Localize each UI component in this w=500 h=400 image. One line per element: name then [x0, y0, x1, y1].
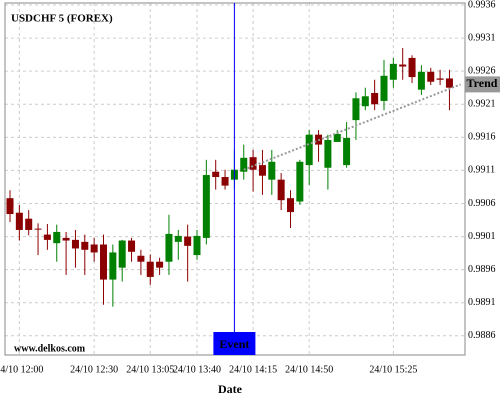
candle-body [34, 228, 42, 230]
y-tick-label: 0.9911 [468, 165, 495, 176]
candle-body [109, 252, 117, 280]
candle-body [156, 261, 164, 268]
y-tick-label: 0.9896 [468, 264, 496, 275]
candle-body [427, 71, 435, 82]
candle-body [71, 239, 79, 249]
event-label-box [213, 332, 256, 355]
trend-line [243, 83, 462, 171]
candle-body [343, 137, 351, 166]
candle-body [436, 78, 444, 80]
candle-body [137, 255, 145, 262]
candle-body [221, 177, 229, 186]
x-axis-label: Date [218, 382, 243, 396]
watermark: www.delkos.com [14, 343, 86, 354]
candle-body [380, 75, 388, 101]
y-tick-label: 0.9906 [468, 198, 496, 209]
candle-body [389, 63, 397, 80]
y-tick-label: 0.9926 [468, 65, 496, 76]
candle-body [90, 244, 98, 253]
candle-body [100, 244, 107, 280]
x-tick-label: 24/10 15:25 [369, 364, 417, 375]
candle-body [184, 236, 192, 246]
candle-body [212, 171, 220, 178]
y-tick-label: 0.9891 [468, 297, 496, 308]
x-tick-label: 24/10 13:05 [126, 364, 174, 375]
x-tick-label: 24/10 12:00 [0, 364, 43, 375]
y-tick-label: 0.9936 [468, 0, 496, 10]
x-tick-label: 24/10 14:15 [229, 364, 277, 375]
candle-body [287, 198, 294, 213]
candle-body [258, 165, 266, 176]
candle-body [361, 96, 369, 107]
trend-label: Trend [467, 76, 498, 90]
candle-body [53, 231, 61, 244]
candle-body [174, 235, 182, 242]
candle-body [305, 134, 313, 166]
candle-body [371, 92, 379, 105]
candle-body [324, 139, 332, 168]
candle-body [128, 240, 136, 252]
trend-label-box [465, 76, 500, 93]
candle-body [445, 78, 453, 88]
candle-body [277, 179, 285, 201]
y-tick-label: 0.9886 [468, 330, 496, 341]
candle-body [333, 134, 341, 142]
candle-body [249, 157, 257, 170]
candle-body [15, 212, 23, 230]
candle-body [193, 235, 201, 256]
candle-body [165, 233, 173, 262]
candle-body [352, 98, 360, 121]
y-tick-label: 0.9921 [468, 99, 496, 110]
candle-body [408, 57, 416, 78]
x-tick-label: 24/10 13:40 [173, 364, 221, 375]
candle-body [62, 237, 70, 241]
candle-body [417, 71, 425, 90]
candle-body [202, 175, 210, 238]
chart-title: USDCHF 5 (FOREX) [11, 13, 113, 25]
candle-body [146, 261, 154, 277]
y-tick-label: 0.9901 [468, 231, 496, 242]
candle-body [43, 234, 51, 240]
candle-body [118, 240, 126, 268]
candle-body [240, 157, 248, 172]
candle-body [268, 161, 276, 180]
candle-body [81, 241, 89, 250]
candle-body [25, 218, 33, 230]
y-tick-label: 0.9931 [468, 32, 496, 43]
candle-body [399, 64, 407, 67]
y-tick-label: 0.9916 [468, 132, 496, 143]
x-tick-label: 24/10 12:30 [70, 364, 118, 375]
x-tick-label: 24/10 14:50 [285, 364, 333, 375]
candle-body [6, 198, 14, 215]
candle-body [296, 161, 304, 202]
event-label: Event [219, 337, 249, 351]
